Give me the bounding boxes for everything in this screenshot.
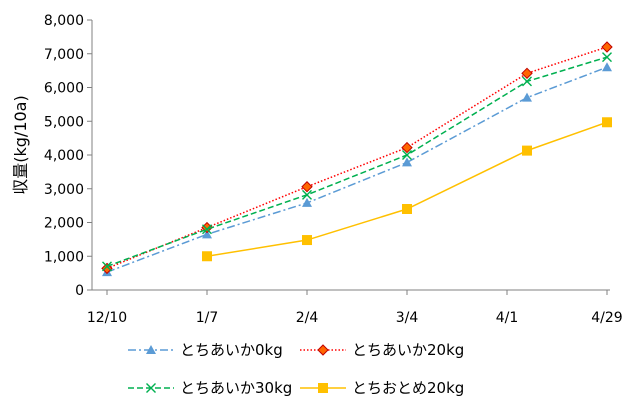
- y-axis-label: 収量(kg/10a): [11, 95, 30, 194]
- data-point: [202, 229, 212, 239]
- series-2: [101, 41, 613, 275]
- y-tick-label: 6,000: [44, 81, 84, 97]
- y-tick-label: 8,000: [44, 13, 84, 29]
- legend: とちあいか0kg とちあいか20kg とちあいか30kg とちおとめ20kg: [128, 341, 464, 397]
- data-point-stroke: [102, 261, 112, 272]
- data-point: [102, 261, 112, 272]
- x-tick-labels: 12/10 1/7 2/4 3/4 4/1 4/29: [87, 310, 623, 326]
- data-point: [522, 92, 532, 102]
- data-point-stroke: [202, 224, 212, 235]
- x-tick-label: 3/4: [396, 310, 419, 326]
- data-point: [302, 235, 312, 246]
- legend-marker: [146, 383, 156, 393]
- data-point: [522, 145, 532, 156]
- data-point: [202, 224, 212, 235]
- data-point: [301, 181, 313, 193]
- y-tick-label: 0: [75, 283, 84, 299]
- series-4: [202, 117, 612, 262]
- legend-label: とちおとめ20kg: [352, 379, 464, 397]
- data-point: [521, 67, 533, 80]
- y-tick-label: 3,000: [44, 182, 84, 198]
- series-line: [106, 66, 608, 273]
- data-point-stroke: [302, 189, 312, 200]
- data-point: [402, 204, 412, 214]
- series-line: [106, 56, 608, 268]
- y-tick-label: 4,000: [44, 148, 84, 164]
- y-tick-label: 7,000: [44, 47, 84, 63]
- data-point: [402, 157, 412, 167]
- legend-marker: [146, 345, 156, 354]
- data-point: [302, 197, 312, 207]
- data-point-stroke: [602, 52, 612, 63]
- data-point: [522, 76, 532, 87]
- data-point: [601, 41, 613, 53]
- x-tick-label: 12/10: [87, 310, 127, 326]
- y-tick-labels: 0 1,000 2,000 3,000 4,000 5,000 6,000 7,000 8,00…: [44, 13, 84, 299]
- legend-label: とちあいか30kg: [180, 379, 292, 397]
- legend-marker-stroke: [146, 383, 156, 393]
- data-point: [202, 251, 212, 262]
- legend-label: とちあいか20kg: [352, 341, 464, 359]
- legend-label: とちあいか0kg: [180, 341, 283, 359]
- legend-item: とちあいか20kg: [300, 341, 464, 359]
- plot-area: [101, 41, 613, 277]
- data-point-stroke: [402, 150, 412, 160]
- data-point: [602, 117, 612, 128]
- y-tick-label: 5,000: [44, 114, 84, 130]
- series-3: [102, 52, 612, 272]
- data-point: [602, 62, 612, 72]
- legend-item: とちあいか30kg: [128, 379, 292, 397]
- x-tick-label: 4/1: [496, 310, 519, 326]
- x-tick-label: 1/7: [196, 310, 219, 326]
- data-point-stroke: [522, 76, 532, 87]
- data-point: [602, 52, 612, 63]
- data-point: [402, 150, 412, 160]
- legend-item: とちおとめ20kg: [300, 379, 464, 397]
- series-line: [106, 46, 608, 270]
- data-point: [302, 189, 312, 200]
- legend-marker: [318, 383, 328, 393]
- legend-item: とちあいか0kg: [128, 341, 283, 359]
- x-tick-label: 2/4: [296, 310, 319, 326]
- axes: [87, 19, 610, 295]
- y-tick-label: 1,000: [44, 249, 84, 265]
- x-tick-label: 4/29: [591, 310, 622, 326]
- data-point: [401, 141, 413, 154]
- legend-marker: [317, 344, 329, 356]
- y-tick-label: 2,000: [44, 216, 84, 232]
- series-1: [102, 62, 612, 277]
